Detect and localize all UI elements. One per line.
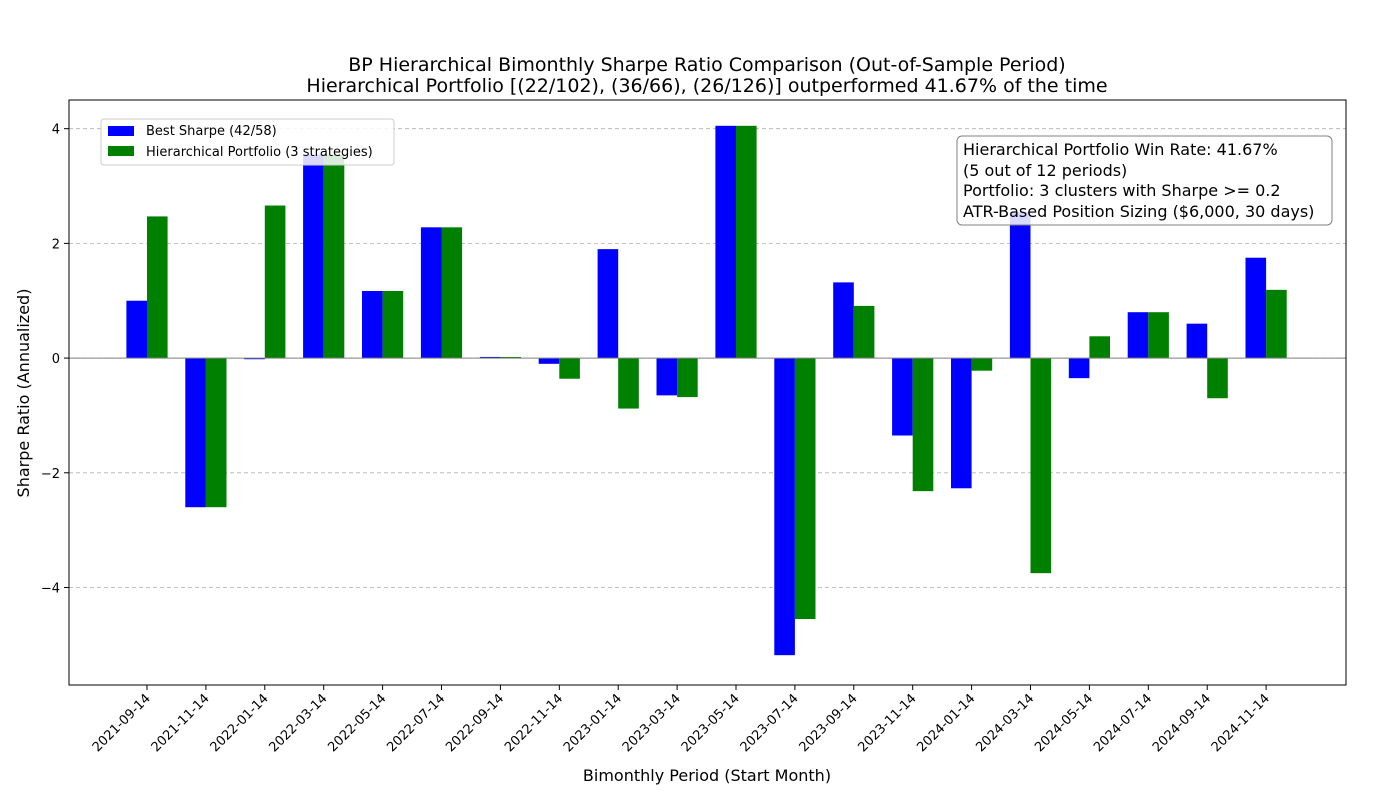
x-tick-label: 2024-11-14 (1209, 691, 1273, 755)
x-axis-ticks: 2021-09-142021-11-142022-01-142022-03-14… (90, 685, 1273, 755)
bar-best-sharpe (479, 356, 501, 359)
x-tick-label: 2024-05-14 (1032, 691, 1096, 755)
annotation-line-sizing: ATR-Based Position Sizing ($6,000, 30 da… (963, 202, 1314, 221)
bar-best-sharpe (656, 358, 678, 396)
bar-best-sharpe (303, 154, 324, 359)
x-axis-label: Bimonthly Period (Start Month) (583, 766, 831, 785)
bar-hierarchical (382, 290, 404, 359)
bar-best-sharpe (538, 358, 560, 364)
bar-hierarchical (677, 358, 698, 398)
legend-swatch-hierarchical (108, 146, 134, 156)
legend-label-best-sharpe: Best Sharpe (42/58) (146, 124, 277, 139)
bar-hierarchical (971, 358, 993, 371)
legend: Best Sharpe (42/58) Hierarchical Portfol… (100, 118, 395, 166)
bar-hierarchical (500, 356, 521, 359)
x-tick-label: 2024-01-14 (914, 691, 978, 755)
x-tick-label: 2022-11-14 (502, 691, 566, 755)
bar-best-sharpe (1068, 358, 1090, 379)
x-tick-label: 2023-09-14 (797, 691, 861, 755)
bar-best-sharpe (420, 227, 442, 359)
bar-hierarchical (618, 358, 639, 409)
bar-hierarchical (147, 216, 168, 359)
chart-title: BP Hierarchical Bimonthly Sharpe Ratio C… (348, 54, 1065, 76)
annotation-line-portfolio: Portfolio: 3 clusters with Sharpe >= 0.2 (963, 181, 1281, 200)
legend-swatch-best-sharpe (108, 126, 134, 136)
bar-best-sharpe (951, 358, 972, 489)
bar-best-sharpe (1245, 257, 1267, 359)
legend-frame (100, 118, 395, 166)
bar-hierarchical (736, 125, 757, 359)
bar-hierarchical (1148, 312, 1169, 359)
bar-hierarchical (1089, 336, 1110, 359)
x-tick-label: 2023-07-14 (738, 691, 802, 755)
x-tick-label: 2022-05-14 (325, 691, 389, 755)
bar-best-sharpe (362, 290, 383, 359)
bar-hierarchical (323, 154, 345, 359)
legend-label-hierarchical: Hierarchical Portfolio (3 strategies) (146, 145, 373, 160)
bar-best-sharpe (892, 358, 913, 436)
bar-best-sharpe (774, 358, 795, 656)
x-tick-label: 2023-05-14 (679, 691, 743, 755)
y-axis-ticks: −4 −2 0 2 4 (41, 123, 69, 597)
x-tick-label: 2023-11-14 (855, 691, 919, 755)
annotation-line-periods: (5 out of 12 periods) (963, 161, 1127, 180)
bar-hierarchical (1266, 289, 1287, 359)
bar-best-sharpe (597, 249, 619, 359)
bar-best-sharpe (1186, 323, 1208, 359)
y-tick-label: 4 (52, 123, 60, 138)
win-rate-annotation: Hierarchical Portfolio Win Rate: 41.67% … (956, 135, 1333, 226)
y-tick-label: −2 (41, 467, 60, 482)
y-tick-label: 2 (52, 237, 60, 252)
y-tick-label: 0 (52, 352, 60, 367)
bar-hierarchical (441, 227, 463, 359)
x-tick-label: 2022-01-14 (208, 691, 272, 755)
bar-hierarchical (1030, 358, 1052, 574)
bar-best-sharpe (1009, 211, 1031, 359)
x-tick-label: 2023-01-14 (561, 691, 625, 755)
bar-hierarchical (559, 358, 580, 379)
plot-frame (68, 99, 1347, 686)
annotation-box (956, 135, 1333, 226)
bar-best-sharpe (833, 282, 854, 359)
x-tick-label: 2024-09-14 (1150, 691, 1214, 755)
y-axis-label: Sharpe Ratio (Annualized) (14, 289, 33, 498)
x-tick-label: 2021-11-14 (149, 691, 213, 755)
bar-best-sharpe (126, 300, 147, 359)
x-tick-label: 2021-09-14 (90, 691, 154, 755)
bar-best-sharpe (715, 125, 736, 359)
x-tick-label: 2022-03-14 (266, 691, 330, 755)
chart-subtitle: Hierarchical Portfolio [(22/102), (36/66… (306, 75, 1107, 97)
annotation-line-win-rate: Hierarchical Portfolio Win Rate: 41.67% (963, 140, 1278, 159)
bar-best-sharpe (244, 358, 265, 360)
x-tick-label: 2022-07-14 (384, 691, 448, 755)
bar-hierarchical (912, 358, 934, 492)
x-tick-label: 2023-03-14 (620, 691, 684, 755)
bar-hierarchical (853, 305, 875, 359)
x-tick-label: 2024-07-14 (1091, 691, 1155, 755)
y-tick-label: −4 (41, 582, 60, 597)
x-tick-label: 2024-03-14 (973, 691, 1037, 755)
bar-hierarchical (205, 358, 227, 508)
bars (126, 125, 1287, 656)
bar-hierarchical (264, 205, 286, 359)
bar-hierarchical (1207, 358, 1228, 399)
x-tick-label: 2022-09-14 (443, 691, 507, 755)
bar-hierarchical (794, 358, 816, 620)
bar-best-sharpe (1127, 312, 1149, 359)
bar-best-sharpe (185, 358, 206, 508)
